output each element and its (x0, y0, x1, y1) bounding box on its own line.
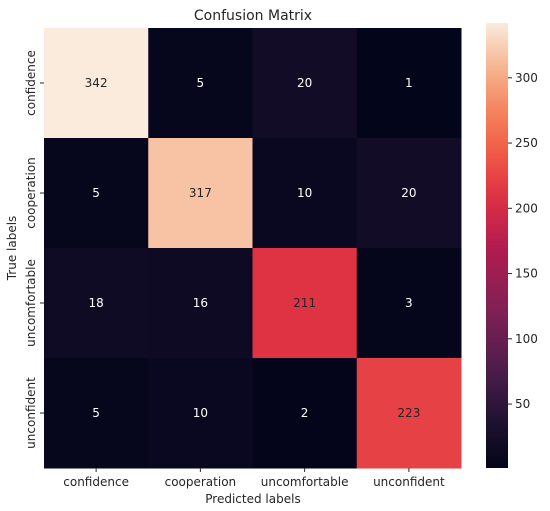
cell-value: 1 (405, 76, 413, 90)
cell-value: 5 (92, 186, 100, 200)
heatmap-cell (44, 358, 149, 469)
y-tick-label: cooperation (24, 157, 38, 229)
y-tick-label: uncomfortable (24, 259, 38, 347)
heatmap-cell (148, 138, 253, 249)
y-tick-label: confidence (24, 50, 38, 116)
y-axis-label: True labels (5, 216, 19, 282)
heatmap-cell (148, 28, 253, 139)
colorbar-tick-label: 250 (515, 136, 538, 150)
cell-value: 342 (85, 76, 108, 90)
x-tick-labels: confidence cooperation uncomfortable unconf… (63, 468, 445, 489)
colorbar-ticks: 50 100 150 200 250 300 (508, 71, 538, 411)
cell-value: 211 (293, 296, 316, 310)
cell-value: 16 (193, 296, 208, 310)
x-tick-label: cooperation (165, 475, 237, 489)
colorbar-tick-label: 150 (515, 267, 538, 281)
heatmap-cell (356, 28, 462, 139)
cell-value: 317 (189, 186, 212, 200)
heatmap-cell (44, 248, 149, 359)
heatmap-cells (44, 28, 462, 469)
chart-title: Confusion Matrix (194, 8, 312, 24)
y-tick-label: unconfident (24, 377, 38, 449)
cell-value: 20 (297, 76, 312, 90)
cell-value: 20 (401, 186, 416, 200)
x-tick-label: unconfident (373, 475, 445, 489)
cell-value: 5 (197, 76, 205, 90)
colorbar-tick-label: 50 (515, 397, 530, 411)
x-axis-label: Predicted labels (205, 492, 300, 506)
colorbar-tick-label: 200 (515, 201, 538, 215)
heatmap-cell (356, 138, 462, 249)
heatmap-cell (252, 28, 358, 139)
y-tick-labels: confidence cooperation uncomfortable unconf… (24, 50, 44, 449)
heatmap-cell (252, 138, 358, 249)
heatmap-cell (148, 358, 253, 469)
cell-value: 2 (301, 406, 309, 420)
colorbar-tick-label: 300 (515, 71, 538, 85)
cell-value: 3 (405, 296, 413, 310)
heatmap-cell (252, 358, 358, 469)
cell-value: 10 (297, 186, 312, 200)
x-tick-label: confidence (63, 475, 129, 489)
cell-value: 18 (88, 296, 103, 310)
cell-value: 5 (92, 406, 100, 420)
colorbar-tick-label: 100 (515, 332, 538, 346)
heatmap-cell (44, 28, 149, 139)
heatmap-cell (356, 358, 462, 469)
colorbar (486, 23, 508, 468)
cell-annotations: 342 5 20 1 5 317 10 20 18 16 211 3 5 10 2 223 (85, 76, 421, 420)
heatmap-cell (252, 248, 358, 359)
heatmap-cell (44, 138, 149, 249)
heatmap-cell (356, 248, 462, 359)
cell-value: 10 (193, 406, 208, 420)
heatmap-cell (148, 248, 253, 359)
x-tick-label: uncomfortable (261, 475, 349, 489)
cell-value: 223 (397, 406, 420, 420)
